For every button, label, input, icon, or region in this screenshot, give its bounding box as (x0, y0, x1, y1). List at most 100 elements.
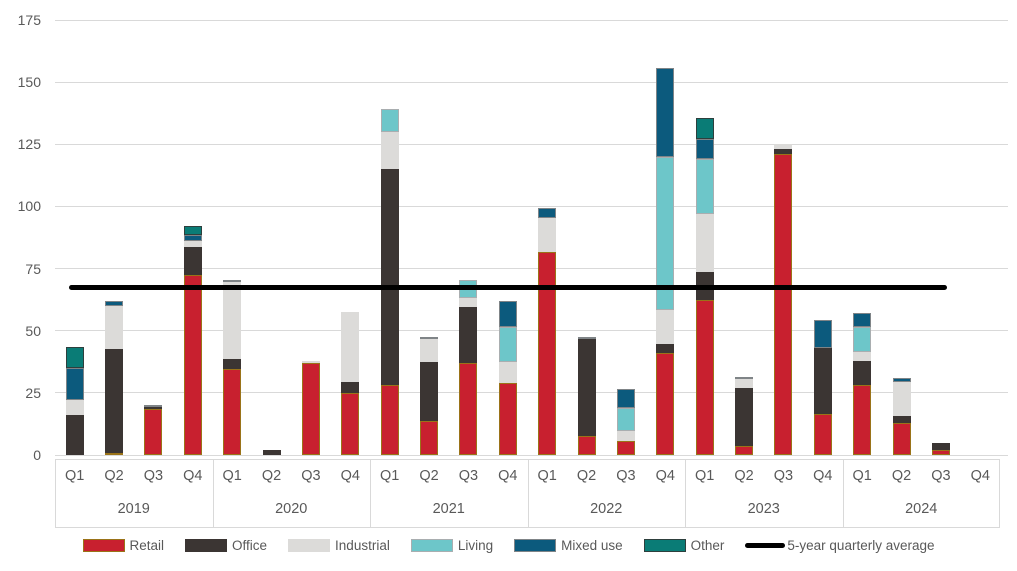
bar-segment-mixed-use[interactable] (498, 300, 517, 327)
bar-segment-retail[interactable] (498, 382, 517, 455)
x-axis-quarter-label: Q4 (655, 468, 675, 484)
bar-segment-mixed-use[interactable] (735, 376, 754, 380)
bar-segment-other[interactable] (183, 226, 202, 235)
bar-segment-office[interactable] (183, 247, 202, 275)
bar-segment-retail[interactable] (223, 369, 242, 455)
bar-segment-other[interactable] (695, 118, 714, 140)
bar-segment-retail[interactable] (380, 385, 399, 455)
bar-segment-office[interactable] (420, 361, 439, 422)
bar-segment-living[interactable] (853, 326, 872, 352)
bar-segment-retail[interactable] (656, 353, 675, 455)
bar-segment-mixed-use[interactable] (616, 389, 635, 408)
bar-segment-office[interactable] (774, 149, 793, 155)
bar-segment-office[interactable] (853, 360, 872, 386)
bar-segment-industrial[interactable] (616, 431, 635, 442)
bar-segment-mixed-use[interactable] (892, 377, 911, 382)
bar-segment-industrial[interactable] (341, 312, 360, 382)
bar-segment-retail[interactable] (183, 274, 202, 455)
bar-segment-industrial[interactable] (420, 339, 439, 362)
y-axis-tick-label: 25 (25, 384, 41, 401)
bar-segment-industrial[interactable] (774, 144, 793, 150)
bar-segment-mixed-use[interactable] (853, 313, 872, 327)
bar-segment-industrial[interactable] (735, 379, 754, 388)
bar-segment-office[interactable] (813, 348, 832, 414)
bar-segment-industrial[interactable] (853, 351, 872, 361)
bar-segment-retail[interactable] (813, 413, 832, 455)
gridline (55, 268, 1008, 270)
legend-item-industrial[interactable]: Industrial (288, 538, 390, 553)
legend-swatch-industrial (288, 539, 331, 552)
bar-segment-mixed-use[interactable] (105, 300, 124, 306)
x-axis-quarter-label: Q4 (340, 468, 360, 484)
legend-item-retail[interactable]: Retail (82, 538, 164, 553)
bar-segment-office[interactable] (262, 450, 281, 455)
bar-segment-living[interactable] (656, 156, 675, 310)
x-axis-quarter-label: Q3 (616, 468, 636, 484)
bar-segment-industrial[interactable] (223, 282, 242, 360)
bar-segment-office[interactable] (380, 169, 399, 386)
average-line[interactable] (68, 285, 947, 290)
bar-segment-office[interactable] (577, 339, 596, 437)
bar-segment-mixed-use[interactable] (420, 336, 439, 340)
bar-segment-office[interactable] (459, 307, 478, 364)
bar-segment-office[interactable] (65, 415, 84, 455)
bar-segment-industrial[interactable] (695, 213, 714, 273)
bar-segment-industrial[interactable] (498, 361, 517, 383)
x-axis-year-label: 2024 (905, 501, 938, 517)
legend-item-mixed-use[interactable]: Mixed use (514, 538, 623, 553)
bar-segment-retail[interactable] (616, 441, 635, 455)
bar-segment-retail[interactable] (735, 446, 754, 455)
bar-segment-mixed-use[interactable] (144, 405, 163, 408)
bar-segment-industrial[interactable] (105, 305, 124, 350)
bar-segment-retail[interactable] (774, 154, 793, 455)
bar-segment-industrial[interactable] (892, 381, 911, 417)
bar-segment-mixed-use[interactable] (577, 336, 596, 340)
bar-segment-industrial[interactable] (538, 217, 557, 253)
bar-segment-living[interactable] (380, 109, 399, 132)
bar-segment-mixed-use[interactable] (695, 139, 714, 160)
x-axis-quarter-label: Q3 (143, 468, 164, 484)
bar-segment-office[interactable] (223, 359, 242, 370)
bar-segment-mixed-use[interactable] (65, 368, 84, 401)
legend-item-living[interactable]: Living (410, 538, 493, 553)
bar-segment-office[interactable] (656, 344, 675, 354)
legend-item-average-line[interactable]: 5-year quarterly average (745, 538, 934, 553)
bar-segment-office[interactable] (341, 381, 360, 393)
bar-segment-retail[interactable] (144, 409, 163, 455)
bar-segment-industrial[interactable] (459, 298, 478, 308)
bar-segment-office[interactable] (735, 387, 754, 447)
bar-segment-office[interactable] (105, 349, 124, 453)
bar-segment-other[interactable] (65, 346, 84, 368)
bar-segment-industrial[interactable] (380, 131, 399, 170)
bar-segment-mixed-use[interactable] (223, 279, 242, 283)
bar-segment-mixed-use[interactable] (813, 319, 832, 349)
bar-segment-industrial[interactable] (656, 309, 675, 345)
bar-segment-office[interactable] (144, 406, 163, 409)
bar-segment-mixed-use[interactable] (656, 68, 675, 157)
legend-item-other[interactable]: Other (643, 538, 724, 553)
bar-segment-mixed-use[interactable] (183, 235, 202, 242)
bar-segment-living[interactable] (498, 326, 517, 362)
bar-segment-retail[interactable] (341, 392, 360, 455)
bar-segment-office[interactable] (931, 442, 950, 451)
bar-segment-living[interactable] (695, 159, 714, 214)
bar-segment-retail[interactable] (577, 436, 596, 455)
legend-item-office[interactable]: Office (185, 538, 267, 553)
bar-segment-retail[interactable] (538, 252, 557, 455)
bar-segment-retail[interactable] (695, 299, 714, 455)
bar-segment-retail[interactable] (459, 363, 478, 455)
bar-segment-retail[interactable] (105, 452, 124, 455)
bar-segment-retail[interactable] (853, 385, 872, 455)
bar-segment-industrial[interactable] (301, 360, 320, 364)
bar-segment-mixed-use[interactable] (538, 207, 557, 218)
x-axis-quarter-label: Q4 (498, 468, 518, 484)
bar-segment-industrial[interactable] (65, 400, 84, 416)
bar-segment-retail[interactable] (931, 450, 950, 455)
legend: Retail Office Industrial Living Mixed use Oth… (0, 538, 1017, 553)
bar-segment-living[interactable] (616, 407, 635, 432)
bar-segment-retail[interactable] (892, 422, 911, 455)
bar-segment-office[interactable] (892, 416, 911, 423)
bar-segment-retail[interactable] (301, 363, 320, 455)
bar-segment-industrial[interactable] (183, 241, 202, 248)
bar-segment-retail[interactable] (420, 421, 439, 455)
